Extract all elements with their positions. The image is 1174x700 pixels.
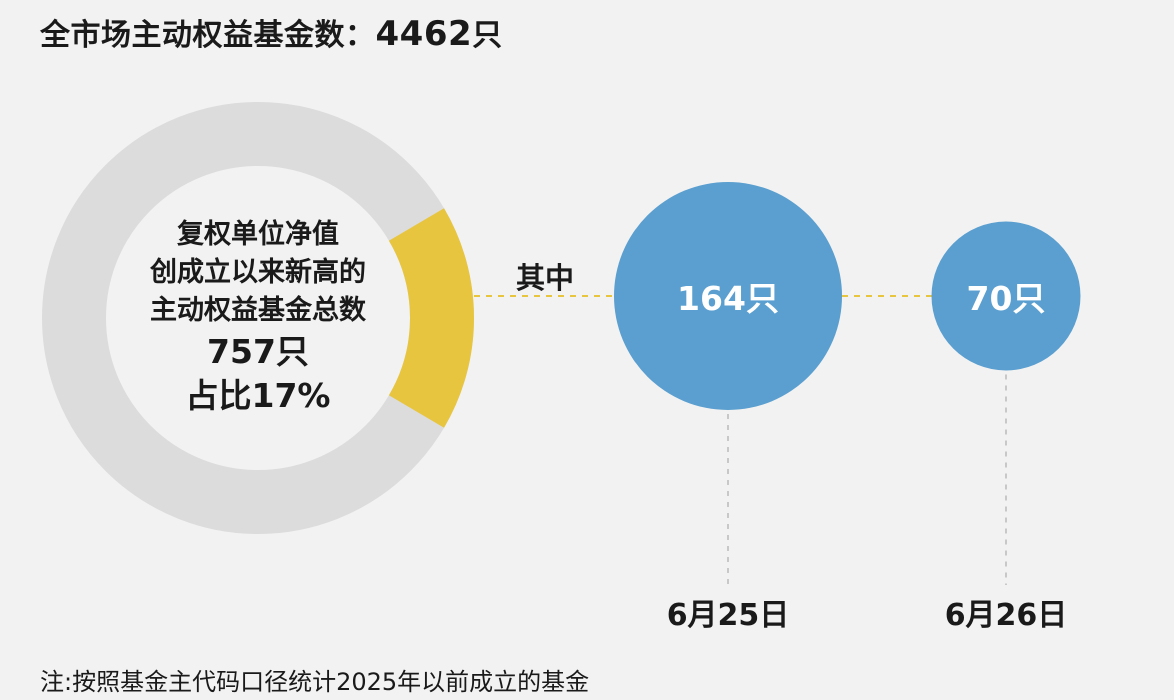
among-label: 其中 <box>516 261 575 295</box>
page-title: 全市场主动权益基金数：4462只 <box>40 10 503 54</box>
total-count: 4462 <box>375 14 473 54</box>
center-line-1: 复权单位净值 <box>177 219 339 250</box>
total-unit: 只 <box>472 18 503 53</box>
bubble-date-label: 6月26日 <box>944 598 1068 633</box>
footnote: 注:按照基金主代码口径统计2025年以前成立的基金 <box>40 668 590 696</box>
bubble-mark <box>931 221 1081 371</box>
center-line-2: 创成立以来新高的 <box>150 257 366 288</box>
center-line-3: 主动权益基金总数 <box>150 295 366 326</box>
bubble-value-label: 164只 <box>677 279 779 318</box>
title-label: 全市场主动权益基金数： <box>40 18 376 53</box>
bubble-value-label: 70只 <box>966 279 1046 318</box>
donut-center-text: 复权单位净值 创成立以来新高的 主动权益基金总数 757只 占比17% <box>108 216 408 418</box>
bubble-mark <box>614 182 842 410</box>
bubble-date-label: 6月25日 <box>666 598 790 633</box>
center-count: 757只 <box>207 332 309 371</box>
donut-highlight-slice <box>388 208 474 428</box>
center-share: 占比17% <box>185 376 331 415</box>
